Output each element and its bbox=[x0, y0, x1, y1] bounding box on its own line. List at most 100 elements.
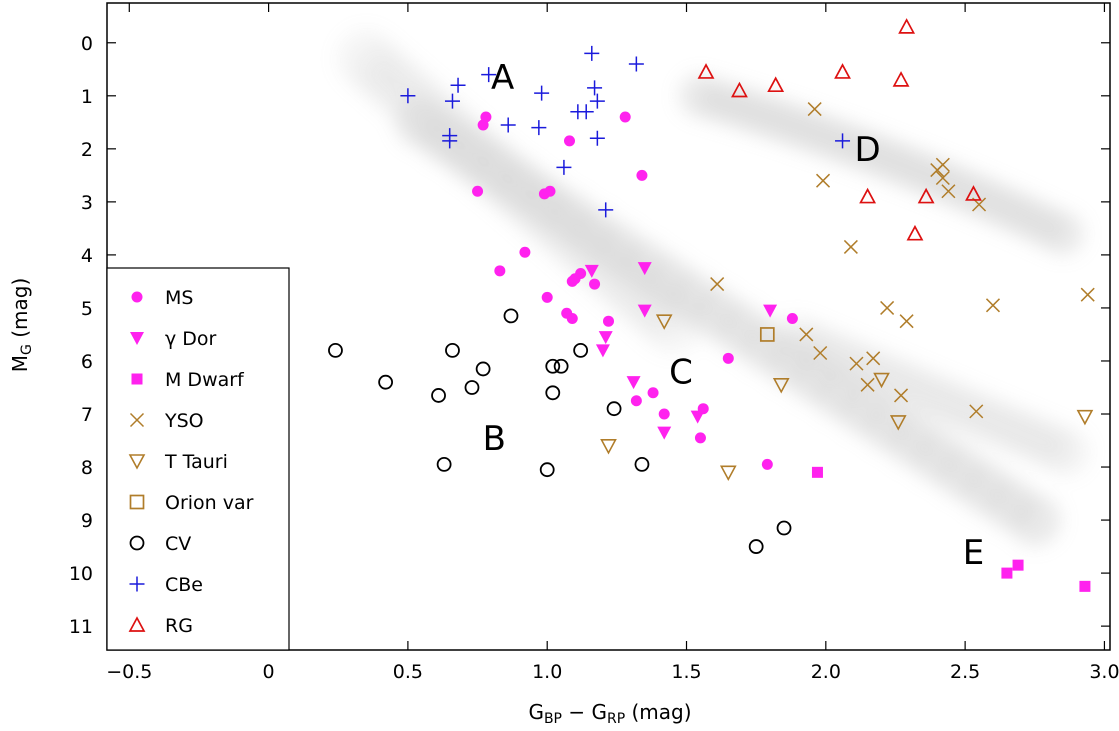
region-label-c: C bbox=[669, 353, 693, 393]
point-cv bbox=[545, 358, 561, 374]
point-ms bbox=[603, 315, 614, 327]
point-dor bbox=[637, 304, 652, 318]
point-yso bbox=[813, 345, 828, 361]
point-yso bbox=[816, 173, 831, 188]
legend-label-rg: RG bbox=[165, 615, 193, 637]
reference-star-density bbox=[336, 28, 1090, 547]
legend-item-t-tauri: T Tauri bbox=[128, 451, 228, 473]
point-cbe bbox=[500, 117, 516, 133]
point-ms bbox=[472, 185, 484, 197]
point-cv bbox=[776, 520, 792, 536]
point-yso bbox=[849, 356, 864, 371]
y-tick-label: 4 bbox=[81, 245, 93, 267]
y-axis-title-sub: G bbox=[19, 344, 35, 355]
point-cbe bbox=[628, 56, 644, 72]
legend-label-dor: γ Dor bbox=[165, 328, 217, 350]
legend-label-ms: MS bbox=[165, 287, 193, 309]
x-axis-title-sub-bp: BP bbox=[544, 711, 562, 727]
point-rg bbox=[898, 18, 916, 34]
point-m-dwarf bbox=[811, 466, 823, 478]
point-rg bbox=[859, 187, 877, 204]
point-ms bbox=[480, 111, 492, 123]
y-axis-title: MG (mag) bbox=[8, 278, 35, 373]
x-tick-label: 1.5 bbox=[671, 661, 701, 683]
point-cbe bbox=[584, 45, 600, 61]
legend-item-ms: MS bbox=[131, 287, 193, 309]
point-cv bbox=[431, 388, 446, 403]
y-tick-label: 10 bbox=[69, 563, 93, 585]
point-cbe bbox=[556, 159, 572, 175]
point-dor bbox=[657, 426, 672, 440]
x-tick-label: 2.0 bbox=[811, 661, 841, 683]
point-yso bbox=[799, 327, 814, 342]
point-cv bbox=[503, 308, 519, 324]
data-points bbox=[328, 18, 1095, 592]
point-orion-var bbox=[759, 327, 775, 342]
x-tick-label: 3.0 bbox=[1089, 661, 1119, 683]
point-ms bbox=[566, 275, 578, 287]
point-yso bbox=[894, 388, 909, 403]
point-rg bbox=[906, 224, 924, 241]
legend: MS γ Dor M Dwarf YSO T Tauri Orion var CV CBe RG bbox=[106, 267, 290, 651]
point-ms bbox=[630, 395, 642, 407]
point-cv bbox=[553, 358, 569, 374]
point-ms bbox=[722, 352, 734, 364]
point-t-tauri bbox=[873, 372, 890, 389]
point-ms bbox=[761, 458, 773, 470]
x-axis-title-sub-rp: RP bbox=[607, 711, 625, 727]
density-blob bbox=[642, 293, 703, 354]
point-ms bbox=[494, 265, 506, 277]
y-tick-label: 2 bbox=[81, 139, 93, 161]
legend-item-orion-var: Orion var bbox=[129, 492, 254, 514]
point-cbe bbox=[578, 104, 594, 120]
legend-marker-t-tauri bbox=[128, 454, 146, 470]
y-tick-label: 6 bbox=[81, 351, 93, 373]
point-ms bbox=[647, 387, 659, 399]
x-axis-title: GBP − GRP (mag) bbox=[528, 700, 691, 727]
point-ms bbox=[544, 185, 556, 197]
point-yso bbox=[935, 170, 950, 186]
y-tick-label: 8 bbox=[81, 457, 93, 479]
density-blob bbox=[1040, 211, 1085, 256]
legend-marker-ms bbox=[131, 291, 143, 303]
point-yso bbox=[969, 404, 984, 419]
y-tick-label: 3 bbox=[81, 192, 93, 214]
point-rg bbox=[965, 185, 982, 201]
point-dor bbox=[584, 264, 599, 278]
x-tick-label: 2.5 bbox=[950, 661, 980, 683]
point-ms bbox=[519, 246, 531, 258]
point-cv bbox=[328, 342, 343, 358]
point-cbe bbox=[587, 80, 603, 96]
y-axis-title-unit: (mag) bbox=[8, 278, 32, 344]
region-label-e: E bbox=[963, 533, 984, 573]
point-rg bbox=[767, 76, 785, 93]
point-cbe bbox=[534, 85, 550, 101]
point-ms bbox=[563, 135, 575, 147]
point-cbe bbox=[481, 67, 497, 83]
point-yso bbox=[843, 239, 858, 254]
point-dor bbox=[626, 376, 641, 390]
legend-marker-yso bbox=[129, 412, 145, 428]
point-ms bbox=[636, 169, 648, 181]
point-yso bbox=[899, 314, 914, 329]
point-t-tauri bbox=[655, 314, 673, 330]
point-dor bbox=[598, 331, 613, 345]
point-yso bbox=[880, 300, 895, 315]
y-tick-label: 0 bbox=[81, 33, 93, 55]
y-tick-label: 11 bbox=[69, 616, 93, 638]
point-t-tauri bbox=[889, 415, 907, 431]
point-cv bbox=[634, 456, 650, 472]
point-rg bbox=[917, 187, 935, 204]
legend-label-m-dwarf: M Dwarf bbox=[165, 369, 245, 391]
legend-item-cv: CV bbox=[129, 533, 191, 555]
point-dor bbox=[763, 304, 778, 318]
point-yso bbox=[985, 298, 1001, 313]
point-cv bbox=[573, 342, 589, 358]
point-m-dwarf bbox=[1012, 559, 1024, 571]
point-cbe bbox=[450, 77, 466, 93]
point-cbe bbox=[444, 93, 460, 109]
point-m-dwarf bbox=[1001, 567, 1013, 579]
point-yso bbox=[941, 184, 956, 199]
point-cv bbox=[545, 385, 561, 401]
